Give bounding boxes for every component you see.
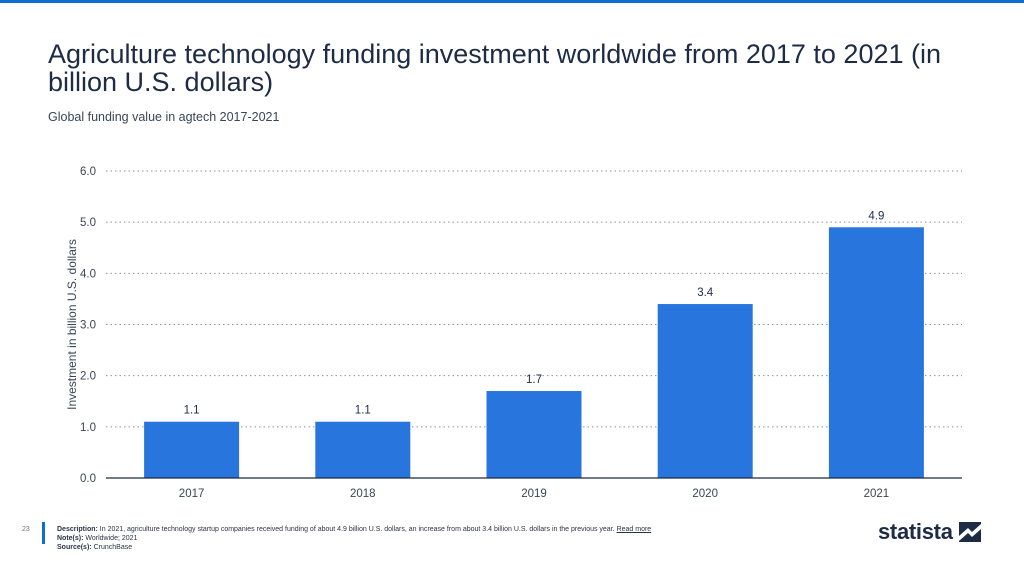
page-number: 23 <box>22 526 30 533</box>
value-label: 3.4 <box>697 287 714 299</box>
x-axis-ticks: 2017 2018 2019 2020 2021 <box>179 488 889 500</box>
statista-logo-icon <box>958 522 981 542</box>
description-text: In 2021, agriculture technology startup … <box>99 526 615 533</box>
y-axis-ticks: 0.0 1.0 2.0 3.0 4.0 5.0 6.0 <box>80 166 96 485</box>
y-tick-label: 0.0 <box>80 473 96 485</box>
source-text: CrunchBase <box>93 544 133 551</box>
notes-text: Worldwide; 2021 <box>85 535 138 542</box>
read-more-link[interactable]: Read more <box>616 526 652 533</box>
footer-notes: Description: In 2021, agriculture techno… <box>57 525 757 552</box>
chart-subtitle: Global funding value in agtech 2017-2021 <box>48 110 280 124</box>
bar-chart: 0.0 1.0 2.0 3.0 4.0 5.0 6.0 1.1 1.1 1.7 3.4 4.9 20… <box>65 166 962 500</box>
value-label: 1.1 <box>355 405 371 417</box>
y-tick-label: 1.0 <box>80 422 96 434</box>
bar-2017[interactable] <box>144 421 240 478</box>
x-tick-label: 2020 <box>692 488 718 500</box>
value-labels: 1.1 1.1 1.7 3.4 4.9 <box>184 210 885 416</box>
value-label: 4.9 <box>868 210 884 222</box>
bar-2021[interactable] <box>828 227 924 478</box>
chart-bars <box>144 227 924 478</box>
chart-title: Agriculture technology funding investmen… <box>48 39 942 97</box>
y-tick-label: 3.0 <box>80 320 96 332</box>
y-tick-label: 6.0 <box>80 166 96 178</box>
bar-2020[interactable] <box>657 304 753 478</box>
x-tick-label: 2018 <box>350 488 376 500</box>
statista-brand[interactable]: statista <box>878 519 981 545</box>
y-axis-label: Investment in billion U.S. dollars <box>65 239 79 410</box>
x-tick-label: 2021 <box>864 488 890 500</box>
y-tick-label: 4.0 <box>80 268 96 280</box>
top-accent-bar <box>0 0 1024 3</box>
value-label: 1.1 <box>184 405 200 417</box>
bar-2018[interactable] <box>315 421 411 478</box>
x-tick-label: 2019 <box>521 488 547 500</box>
footer-accent-bar <box>42 522 45 544</box>
bar-2019[interactable] <box>486 391 582 478</box>
source-label: Source(s): <box>57 544 92 551</box>
x-tick-label: 2017 <box>179 488 205 500</box>
description-label: Description: <box>57 526 98 533</box>
value-label: 1.7 <box>526 374 542 386</box>
y-tick-label: 5.0 <box>80 217 96 229</box>
notes-label: Note(s): <box>57 535 84 542</box>
brand-name: statista <box>878 519 953 544</box>
y-tick-label: 2.0 <box>80 371 96 383</box>
